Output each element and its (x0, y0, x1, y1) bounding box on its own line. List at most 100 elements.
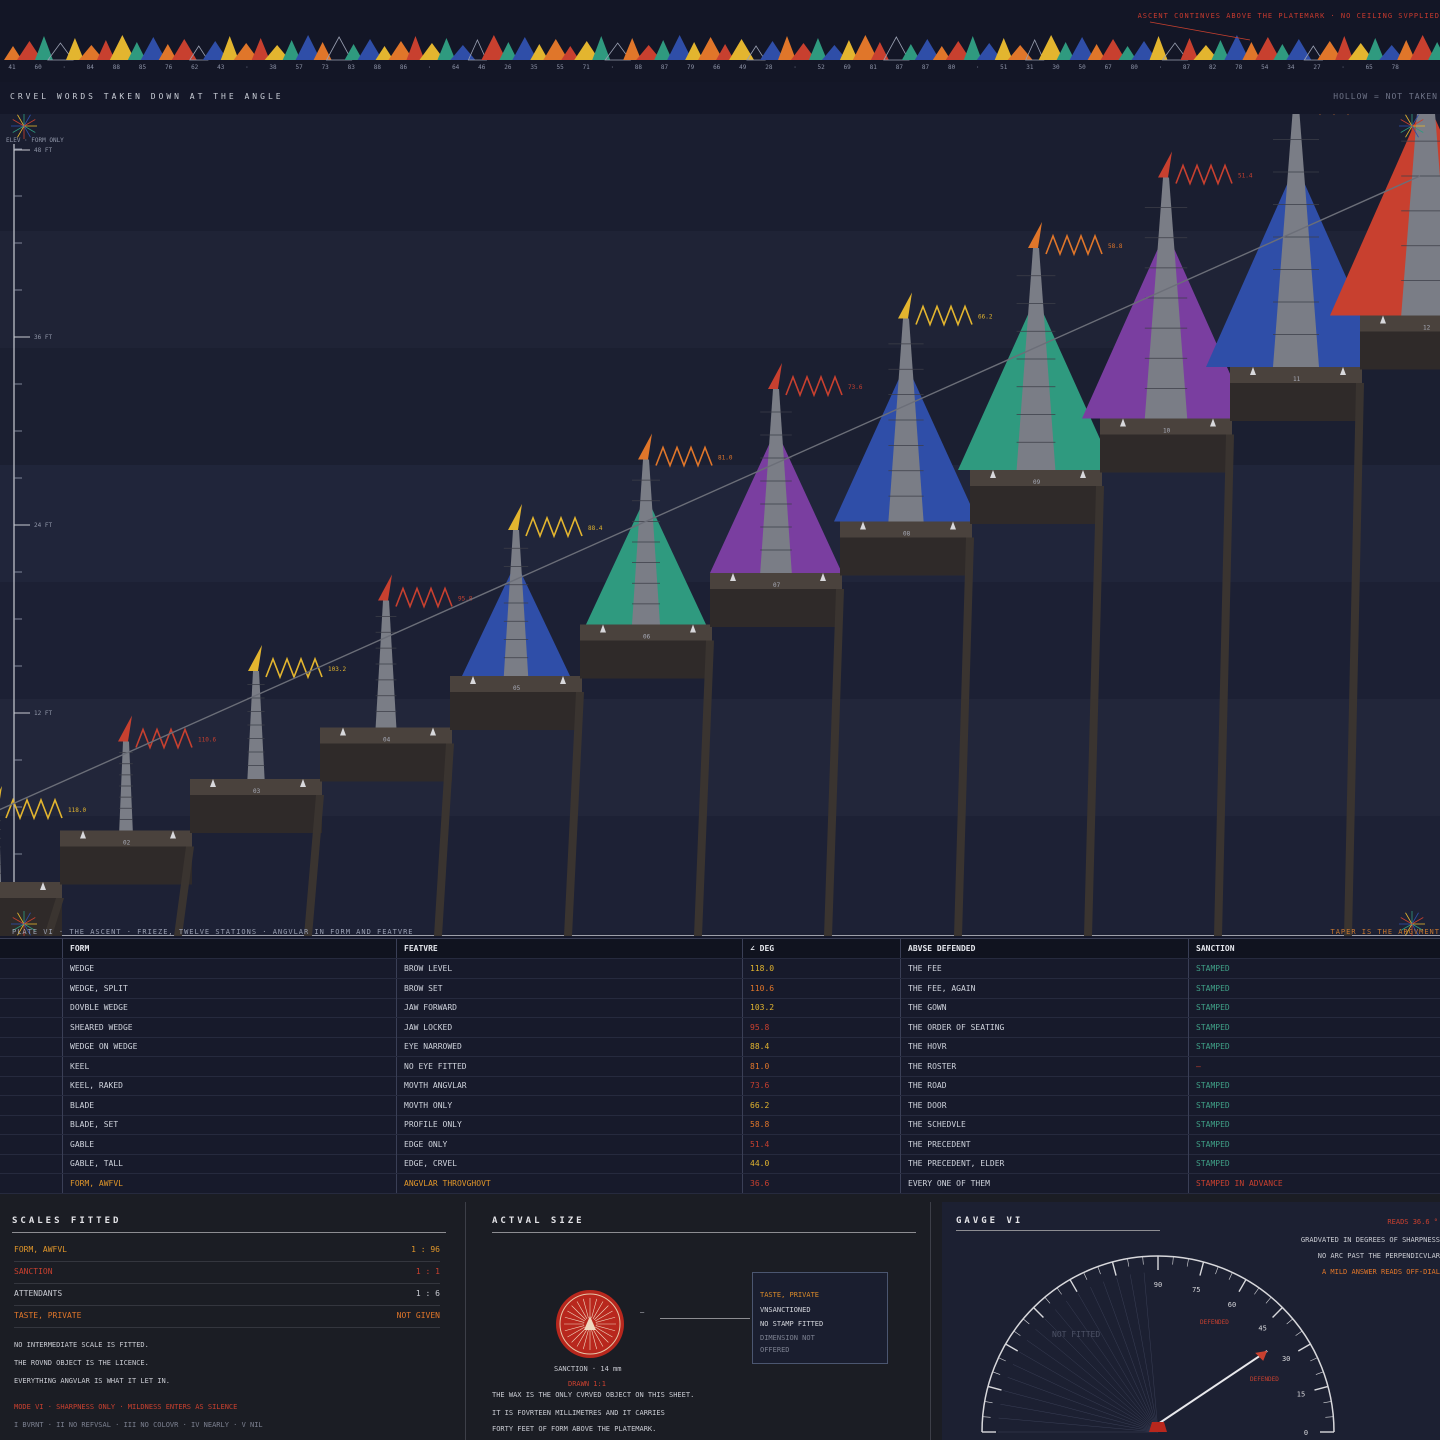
table-cell-deg: 110.6 (750, 983, 775, 993)
platform-top (710, 573, 842, 589)
frieze-tick-label: 85 (138, 64, 147, 71)
pennant (388, 41, 414, 60)
pennant (140, 37, 166, 60)
gauge-dead-ray (1103, 1281, 1159, 1433)
pennant (1180, 38, 1199, 60)
scale-value: 1 : 96 (411, 1245, 440, 1254)
pennant (839, 40, 858, 60)
hollow-pennant (325, 36, 353, 61)
frieze-tick-label: 66 (713, 64, 721, 71)
attendant-figure (1340, 367, 1346, 375)
pennant (790, 43, 816, 60)
pennant (716, 44, 735, 60)
table-cell-deg: 36.6 (750, 1178, 770, 1188)
attendant-figure (600, 624, 606, 633)
angle-zigzag (265, 656, 323, 680)
table-cell-abuse: THE ROSTER (908, 1061, 957, 1071)
pennant (481, 35, 507, 60)
attendant-figure (730, 573, 736, 581)
pennant (158, 44, 177, 60)
table-row: SHEARED WEDGE JAW LOCKED 95.8 THE ORDER OF … (0, 1017, 1440, 1038)
hollow-pennant (1161, 42, 1189, 61)
column-separator (900, 939, 901, 958)
table-cell-sanction: — (1196, 1061, 1201, 1071)
column-separator (900, 1115, 901, 1134)
gauge-tick-label: 30 (1282, 1355, 1290, 1363)
pennant (1273, 44, 1292, 60)
station-label: 09 (1033, 479, 1041, 486)
gauge-tick (987, 1385, 1002, 1391)
pennant (233, 43, 259, 60)
column-separator (900, 1017, 901, 1037)
column-separator (742, 1115, 743, 1134)
frieze-tick-label: 55 (556, 64, 564, 71)
platform-front (970, 486, 1102, 524)
gauge-tick (1097, 1266, 1101, 1275)
hollow-pennant (746, 45, 766, 61)
scale-row: SANCTION 1 : 1 (14, 1261, 440, 1284)
pennant (636, 45, 662, 60)
table-cell-feature: NO EYE FITTED (404, 1061, 467, 1071)
pennant (313, 42, 332, 60)
platform-top (60, 830, 192, 847)
angle-zigzag (1175, 163, 1233, 186)
table-cell-sanction: STAMPED (1196, 964, 1230, 973)
scales-title: SCALES FITTED (12, 1216, 122, 1226)
column-separator (62, 1134, 63, 1154)
frieze-tick-label: 26 (504, 64, 512, 71)
table-cell-sanction: STAMPED (1196, 1159, 1230, 1168)
table-row: WEDGE BROW LEVEL 118.0 THE FEE STAMPED (0, 959, 1440, 979)
pennant (282, 40, 301, 60)
frieze-tick-label: 62 (191, 64, 199, 71)
defended-label: DEFENDED (1200, 1319, 1229, 1326)
column-separator (1188, 1134, 1189, 1154)
platform-front (580, 640, 712, 679)
pennant (344, 44, 363, 60)
scales-note-1: NO INTERMEDIATE SCALE IS FITTED. (14, 1341, 149, 1349)
frieze-tick-label: · (427, 64, 432, 71)
elevation-label: 48 FT (34, 147, 52, 154)
frieze-tick-label: 79 (686, 64, 695, 71)
table-row: GABLE, TALL EDGE, CRVEL 44.0 THE PRECEDENT,… (0, 1154, 1440, 1174)
column-separator (1188, 1115, 1189, 1134)
hollow-pennant (189, 45, 209, 61)
pennant (1379, 45, 1405, 60)
table-cell-form: GABLE (70, 1139, 95, 1149)
gauge-tick-label: 0 (1304, 1429, 1308, 1437)
frieze-tick-label: 30 (1052, 64, 1060, 71)
hollow-pennant (883, 36, 910, 61)
table-cell-abuse: THE DOOR (908, 1100, 947, 1110)
frieze-tick-label: 88 (112, 64, 121, 71)
frieze-tick-label: · (1158, 64, 1163, 71)
pennant (654, 40, 673, 60)
attendant-figure (690, 624, 696, 633)
platform-leg (1214, 434, 1234, 936)
gauge-tick (982, 1416, 991, 1418)
gauge-tick (1186, 1258, 1189, 1267)
frieze-leader-line (1149, 21, 1251, 41)
angle-label: 81.0 (718, 455, 733, 462)
gauge-tick (1033, 1307, 1044, 1318)
pennant (1100, 39, 1126, 60)
platform-leg (1084, 486, 1104, 936)
column-separator (62, 978, 63, 998)
compass-star-icon (1399, 911, 1425, 936)
table-row: DOVBLE WEDGE JAW FORWARD 103.2 THE GOWN STAM… (0, 998, 1440, 1018)
frieze-tick-label: 88 (373, 64, 382, 71)
table-cell-abuse: THE SCHEDVLE (908, 1120, 966, 1129)
gauge-dead-ray (1007, 1377, 1159, 1433)
frieze-tick-label: 78 (1391, 64, 1399, 71)
gauge-dead-ray (1035, 1328, 1159, 1433)
column-separator (396, 1037, 397, 1056)
column-separator (742, 1173, 743, 1193)
platform-top (1230, 367, 1362, 383)
gauge-hub (1149, 1422, 1167, 1432)
column-separator (62, 1154, 63, 1173)
frieze-tick-label: 71 (582, 64, 590, 71)
column-separator (900, 978, 901, 998)
gauge-tick (1314, 1385, 1329, 1391)
pennant (251, 38, 270, 60)
angle-label: 88.4 (588, 525, 603, 532)
table-cell-deg: 44.0 (750, 1159, 770, 1168)
